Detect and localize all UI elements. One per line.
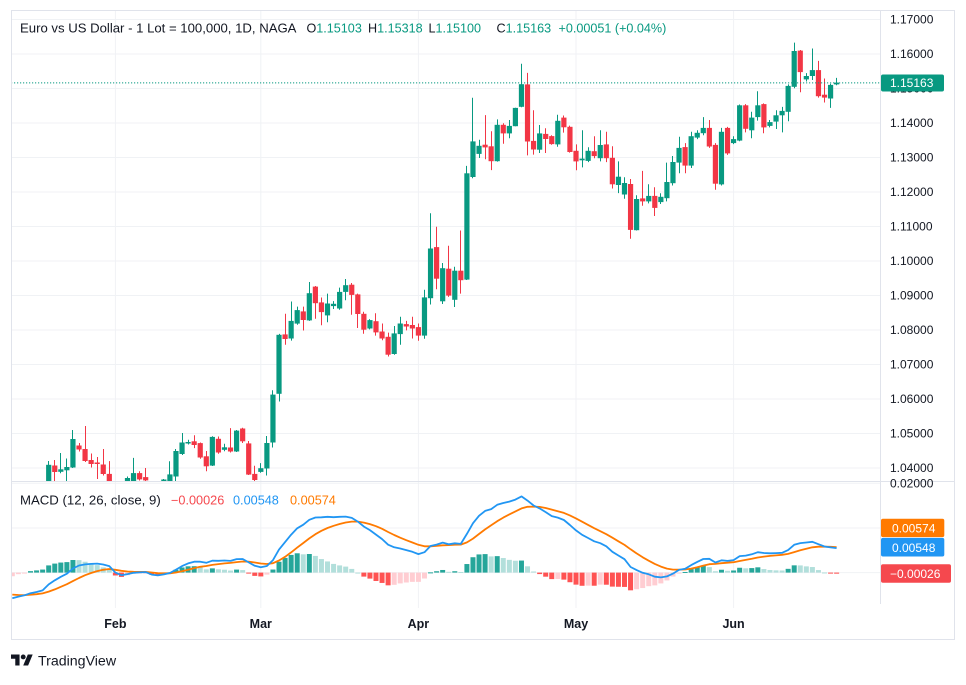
svg-text:1.11000: 1.11000 [890, 220, 933, 234]
svg-text:May: May [564, 617, 588, 631]
svg-text:0.00574: 0.00574 [290, 493, 336, 507]
svg-text:1.08000: 1.08000 [890, 323, 934, 337]
svg-text:L1.15100: L1.15100 [429, 22, 482, 36]
svg-text:1.16000: 1.16000 [890, 47, 934, 61]
svg-text:1.12000: 1.12000 [890, 185, 934, 199]
svg-text:Mar: Mar [250, 617, 272, 631]
svg-text:+0.00051 (+0.04%): +0.00051 (+0.04%) [559, 22, 667, 36]
svg-text:0.00548: 0.00548 [233, 493, 279, 507]
svg-text:1.15163: 1.15163 [890, 76, 934, 90]
svg-text:Feb: Feb [104, 617, 127, 631]
svg-text:Euro vs US Dollar - 1 Lot = 10: Euro vs US Dollar - 1 Lot = 100,000, 1D,… [20, 21, 297, 36]
svg-text:1.07000: 1.07000 [890, 358, 934, 372]
svg-text:−0.00026: −0.00026 [890, 567, 941, 581]
svg-text:1.17000: 1.17000 [890, 13, 934, 27]
svg-text:1.13000: 1.13000 [890, 151, 934, 165]
svg-text:0.00548: 0.00548 [892, 541, 936, 555]
svg-text:−0.00026: −0.00026 [171, 493, 224, 507]
svg-text:1.09000: 1.09000 [890, 289, 934, 303]
svg-text:H1.15318: H1.15318 [368, 22, 423, 36]
svg-text:C1.15163: C1.15163 [497, 22, 552, 36]
svg-text:1.04000: 1.04000 [890, 461, 934, 475]
svg-text:1.06000: 1.06000 [890, 392, 934, 406]
svg-text:O1.15103: O1.15103 [307, 22, 362, 36]
svg-text:0.00574: 0.00574 [892, 521, 936, 535]
svg-text:TradingView: TradingView [38, 654, 117, 670]
svg-text:1.05000: 1.05000 [890, 427, 934, 441]
svg-text:Apr: Apr [408, 617, 430, 631]
svg-text:1.14000: 1.14000 [890, 116, 934, 130]
svg-text:1.10000: 1.10000 [890, 254, 934, 268]
svg-text:Jun: Jun [722, 617, 744, 631]
svg-text:MACD (12, 26, close, 9): MACD (12, 26, close, 9) [20, 492, 161, 507]
svg-text:0.02000: 0.02000 [890, 477, 934, 491]
